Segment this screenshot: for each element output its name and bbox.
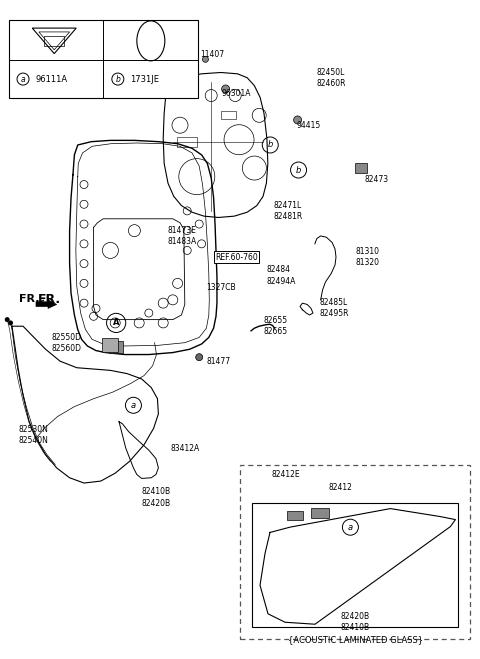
Text: 82410B: 82410B [341, 623, 370, 632]
Text: 82485L
82495R: 82485L 82495R [319, 299, 348, 318]
Text: FR.: FR. [37, 293, 60, 306]
Circle shape [8, 320, 13, 326]
Text: 82530N
82540N: 82530N 82540N [18, 425, 48, 445]
Text: a: a [21, 74, 25, 84]
Text: 82550D
82560D: 82550D 82560D [52, 333, 82, 353]
Text: 82420B: 82420B [341, 612, 370, 621]
Polygon shape [36, 300, 57, 308]
Text: 82410B
82420B: 82410B 82420B [142, 488, 171, 507]
Circle shape [196, 354, 203, 360]
Text: 96111A: 96111A [35, 74, 67, 84]
Text: 81310
81320: 81310 81320 [355, 247, 379, 267]
Circle shape [5, 317, 10, 322]
Bar [102, 338, 118, 353]
Text: {ACOUSTIC LAMINATED GLASS}: {ACOUSTIC LAMINATED GLASS} [288, 635, 423, 645]
Bar [109, 341, 123, 353]
Text: 81477: 81477 [206, 357, 230, 366]
Text: 82471L
82481R: 82471L 82481R [274, 201, 303, 221]
Bar [44, 36, 64, 46]
Text: b: b [267, 140, 273, 150]
Text: REF.60-760: REF.60-760 [215, 252, 258, 262]
Text: 82412: 82412 [329, 483, 353, 492]
Text: 94415: 94415 [297, 121, 321, 130]
Text: 1731JE: 1731JE [130, 74, 159, 84]
Circle shape [222, 85, 229, 93]
Bar [221, 111, 236, 119]
Bar [177, 136, 197, 147]
Bar [311, 507, 329, 517]
Text: A: A [113, 318, 120, 328]
Text: FR.: FR. [19, 294, 40, 304]
Circle shape [294, 116, 301, 124]
Bar [252, 503, 458, 627]
Text: 82450L
82460R: 82450L 82460R [317, 68, 346, 88]
Text: 82655
82665: 82655 82665 [263, 316, 287, 336]
Bar [287, 511, 303, 519]
Circle shape [203, 56, 208, 63]
Text: 96301A: 96301A [222, 89, 251, 98]
Text: b: b [115, 74, 120, 84]
Bar [240, 465, 470, 639]
Text: 82484
82494A: 82484 82494A [266, 266, 296, 285]
Bar [9, 20, 198, 98]
Text: 11407: 11407 [201, 49, 225, 59]
Bar [355, 163, 367, 173]
Text: a: a [131, 401, 136, 410]
Text: b: b [296, 165, 301, 175]
Text: a: a [348, 523, 353, 532]
Text: 82473: 82473 [365, 175, 389, 184]
Text: 81473E
81483A: 81473E 81483A [168, 226, 197, 246]
Text: 83412A: 83412A [170, 444, 200, 453]
Text: 82412E: 82412E [271, 470, 300, 479]
Text: 1327CB: 1327CB [206, 283, 236, 293]
